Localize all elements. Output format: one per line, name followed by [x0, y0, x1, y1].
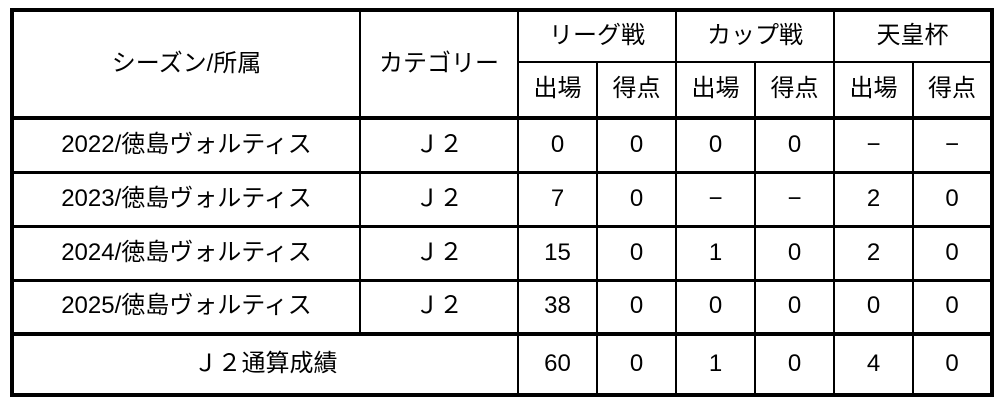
header-category: カテゴリー [359, 9, 519, 119]
header-emperors-goals: 得点 [912, 61, 993, 119]
player-stats-table: シーズン/所属 カテゴリー リーグ戦 カップ戦 天皇杯 出場 得点 出場 得点 … [10, 8, 994, 397]
stat-cell: − [675, 170, 756, 227]
stat-cell: 0 [912, 224, 993, 281]
header-group-league: リーグ戦 [517, 9, 677, 63]
header-group-cup: カップ戦 [675, 9, 835, 63]
header-row-groups: シーズン/所属 カテゴリー リーグ戦 カップ戦 天皇杯 [11, 9, 993, 119]
total-stat-cell: 4 [833, 332, 914, 396]
category-cell: Ｊ２ [359, 278, 519, 335]
stat-cell: 0 [517, 116, 598, 173]
stat-cell: − [912, 116, 993, 173]
totals-label-cell: Ｊ２通算成績 [11, 332, 519, 396]
season-cell: 2022/徳島ヴォルティス [11, 116, 361, 173]
header-league-apps: 出場 [517, 61, 598, 119]
stat-cell: − [754, 170, 835, 227]
table-row: 2025/徳島ヴォルティス Ｊ２ 38 0 0 0 0 0 [11, 278, 993, 335]
stat-cell: 0 [912, 278, 993, 335]
header-cup-goals: 得点 [754, 61, 835, 119]
total-stat-cell: 0 [596, 332, 677, 396]
header-league-goals: 得点 [596, 61, 677, 119]
stat-cell: 0 [596, 170, 677, 227]
totals-row: Ｊ２通算成績 60 0 1 0 4 0 [11, 332, 993, 396]
stat-cell: 0 [912, 170, 993, 227]
table-row: 2023/徳島ヴォルティス Ｊ２ 7 0 − − 2 0 [11, 170, 993, 227]
stat-cell: 2 [833, 224, 914, 281]
stat-cell: 0 [754, 116, 835, 173]
header-group-emperors-cup: 天皇杯 [833, 9, 993, 63]
stat-cell: 2 [833, 170, 914, 227]
season-cell: 2024/徳島ヴォルティス [11, 224, 361, 281]
stat-cell: 0 [754, 224, 835, 281]
table-row: 2022/徳島ヴォルティス Ｊ２ 0 0 0 0 − − [11, 116, 993, 173]
total-stat-cell: 0 [912, 332, 993, 396]
total-stat-cell: 1 [675, 332, 756, 396]
stat-cell: 7 [517, 170, 598, 227]
stat-cell: 0 [596, 116, 677, 173]
stat-cell: 0 [596, 278, 677, 335]
stat-cell: 1 [675, 224, 756, 281]
total-stat-cell: 0 [754, 332, 835, 396]
table-row: 2024/徳島ヴォルティス Ｊ２ 15 0 1 0 2 0 [11, 224, 993, 281]
stat-cell: 38 [517, 278, 598, 335]
header-season: シーズン/所属 [11, 9, 361, 119]
category-cell: Ｊ２ [359, 170, 519, 227]
header-cup-apps: 出場 [675, 61, 756, 119]
season-cell: 2023/徳島ヴォルティス [11, 170, 361, 227]
category-cell: Ｊ２ [359, 116, 519, 173]
stat-cell: 0 [675, 278, 756, 335]
total-stat-cell: 60 [517, 332, 598, 396]
header-emperors-apps: 出場 [833, 61, 914, 119]
stat-cell: 15 [517, 224, 598, 281]
stat-cell: 0 [596, 224, 677, 281]
stat-cell: 0 [754, 278, 835, 335]
category-cell: Ｊ２ [359, 224, 519, 281]
stat-cell: 0 [675, 116, 756, 173]
stat-cell: 0 [833, 278, 914, 335]
stat-cell: − [833, 116, 914, 173]
season-cell: 2025/徳島ヴォルティス [11, 278, 361, 335]
header-row-sublabels: 出場 得点 出場 得点 出場 得点 [12, 61, 993, 119]
